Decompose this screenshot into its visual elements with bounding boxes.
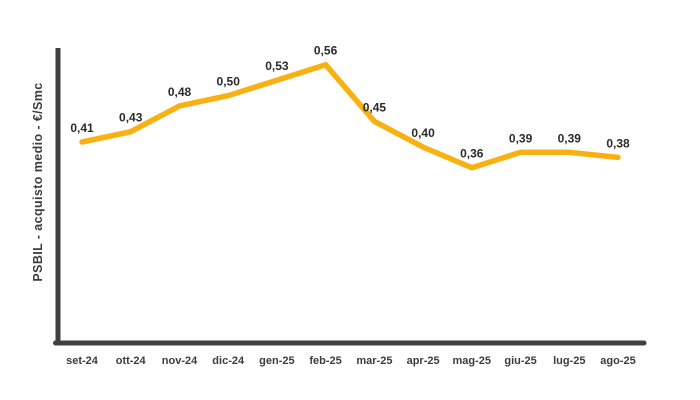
data-point-label: 0,39 <box>558 131 582 145</box>
data-point-labels: 0,41 0,43 0,48 0,50 0,53 0,56 0,45 0,40 0,36 0,39… <box>70 44 630 161</box>
data-point-label: 0,36 <box>460 147 484 161</box>
x-tick-label: ott-24 <box>116 355 147 367</box>
x-tick-label: mar-25 <box>356 355 392 367</box>
data-point-label: 0,50 <box>217 75 241 89</box>
x-tick-label: set-24 <box>66 355 99 367</box>
x-tick-label: feb-25 <box>309 355 341 367</box>
data-point-label: 0,53 <box>265 59 289 73</box>
data-point-label: 0,40 <box>411 126 435 140</box>
data-point-label: 0,48 <box>168 85 192 99</box>
x-tick-label: mag-25 <box>453 355 492 367</box>
x-tick-label: ago-25 <box>600 355 635 367</box>
x-axis-tick-labels: set-24 ott-24 nov-24 dic-24 gen-25 feb-25 mar-… <box>66 355 636 367</box>
x-tick-label: gen-25 <box>259 355 294 367</box>
x-tick-label: dic-24 <box>212 355 245 367</box>
data-point-label: 0,39 <box>509 131 533 145</box>
x-tick-label: giu-25 <box>504 355 536 367</box>
x-tick-label: apr-25 <box>407 355 440 367</box>
x-tick-label: nov-24 <box>162 355 198 367</box>
data-point-label: 0,38 <box>606 136 630 150</box>
data-series-line <box>79 61 621 171</box>
x-tick-label: lug-25 <box>553 355 585 367</box>
data-point-label: 0,43 <box>119 111 143 125</box>
data-point-label: 0,56 <box>314 44 338 58</box>
data-point-label: 0,41 <box>70 121 94 135</box>
data-point-label: 0,45 <box>363 100 387 114</box>
